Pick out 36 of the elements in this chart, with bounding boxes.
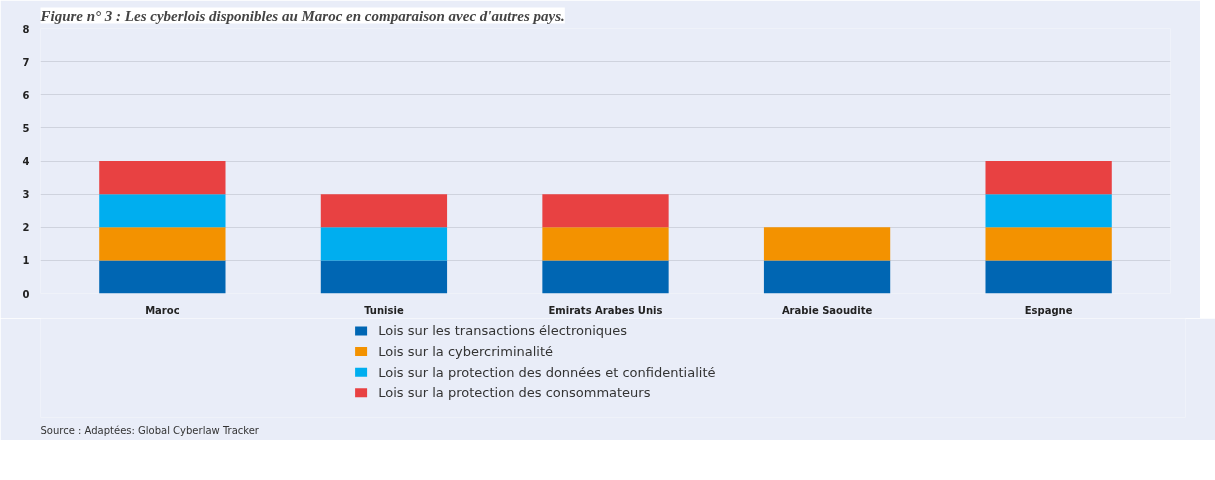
bar <box>320 260 448 294</box>
bar <box>320 227 448 261</box>
bar <box>985 227 1112 261</box>
bar <box>542 227 669 261</box>
source-note: Source : Adaptées: Global Cyberlaw Tracker <box>40 424 260 436</box>
bar <box>985 194 1112 228</box>
bar <box>763 227 891 261</box>
y-tick-label: 8 <box>22 23 30 35</box>
bar <box>99 194 226 228</box>
bar <box>99 227 226 261</box>
x-tick-label: Arabie Saoudite <box>781 304 873 316</box>
bar <box>99 260 226 294</box>
y-tick-label: 0 <box>22 288 30 300</box>
legend-label: Lois sur la cybercriminalité <box>378 344 554 359</box>
y-tick-label: 6 <box>22 89 30 101</box>
chart-title: Figure n° 3 : Les cyberlois disponibles au Maroc en comparaison avec d'autres pays. <box>39 7 565 24</box>
bar <box>985 260 1112 294</box>
y-tick-label: 2 <box>22 222 30 234</box>
bar <box>763 260 891 294</box>
y-tick-label: 3 <box>22 189 30 201</box>
bar <box>985 161 1112 195</box>
legend-label: Lois sur les transactions électroniques <box>378 323 628 339</box>
x-tick-label: Espagne <box>1024 304 1073 316</box>
x-tick-label: Tunisie <box>364 304 404 316</box>
y-tick-label: 7 <box>22 56 30 68</box>
x-tick-label: Maroc <box>145 304 180 316</box>
legend-label: Lois sur la protection des données et confidentialité <box>378 364 716 380</box>
y-tick-label: 5 <box>22 122 30 134</box>
legend-label: Lois sur la protection des consommateurs <box>378 385 651 401</box>
y-tick-label: 4 <box>22 156 30 167</box>
bar <box>99 161 226 195</box>
bar <box>320 194 448 228</box>
bar <box>542 194 669 228</box>
bar <box>542 260 669 294</box>
x-tick-label: Emirats Arabes Unis <box>548 304 663 316</box>
y-tick-label: 1 <box>22 255 30 267</box>
